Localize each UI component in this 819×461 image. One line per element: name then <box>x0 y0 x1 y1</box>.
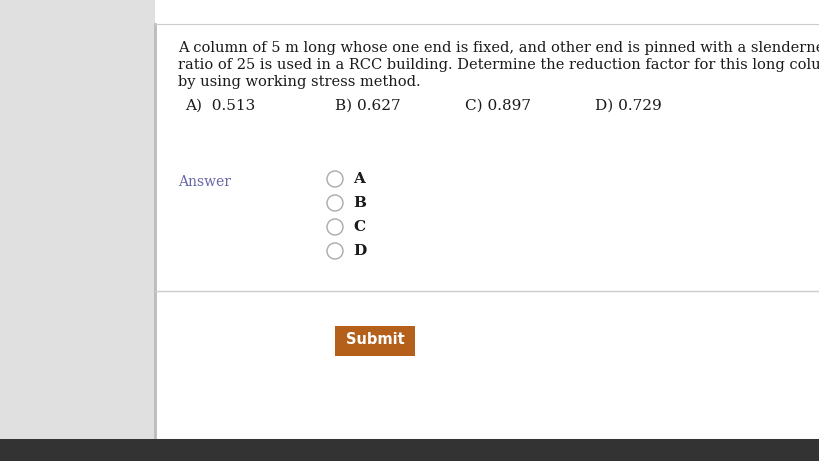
Text: D: D <box>352 244 366 258</box>
Text: A column of 5 m long whose one end is fixed, and other end is pinned with a slen: A column of 5 m long whose one end is fi… <box>178 41 819 55</box>
Text: C: C <box>352 220 364 234</box>
Text: D) 0.729: D) 0.729 <box>595 99 661 113</box>
Text: B) 0.627: B) 0.627 <box>335 99 400 113</box>
FancyBboxPatch shape <box>335 326 414 356</box>
FancyBboxPatch shape <box>0 439 819 461</box>
Text: by using working stress method.: by using working stress method. <box>178 75 420 89</box>
FancyBboxPatch shape <box>155 24 819 439</box>
Text: ratio of 25 is used in a RCC building. Determine the reduction factor for this l: ratio of 25 is used in a RCC building. D… <box>178 58 819 72</box>
Text: C) 0.897: C) 0.897 <box>464 99 531 113</box>
Text: A)  0.513: A) 0.513 <box>185 99 255 113</box>
Text: Submit: Submit <box>345 332 404 348</box>
Text: A: A <box>352 172 364 186</box>
Text: B: B <box>352 196 365 210</box>
FancyBboxPatch shape <box>0 0 155 461</box>
Text: Answer: Answer <box>178 175 231 189</box>
